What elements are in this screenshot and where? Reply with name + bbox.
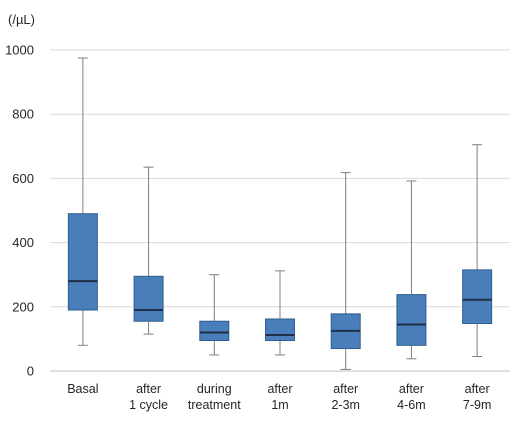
box-group-4 [265,270,295,356]
y-tick-labels: 0 200 400 600 800 1000 [5,43,34,379]
y-tick-label-0: 0 [27,364,34,379]
iqr-box [199,320,230,342]
box-group-6 [396,180,427,360]
box-group-1 [67,57,98,346]
y-unit-label: (/µL) [8,12,35,27]
x-category-label: 4-6m [397,398,425,412]
x-category-label: after [465,382,490,396]
box-group-5 [330,172,361,370]
y-tick-label-200: 200 [12,299,34,314]
x-category-label: during [197,382,232,396]
x-category-label: after [136,382,161,396]
x-category-label: after [399,382,424,396]
x-category-label: 1 cycle [129,398,168,412]
iqr-box [462,269,493,324]
x-category-label: Basal [67,382,98,396]
x-category-label: 1m [271,398,288,412]
y-tick-label-1000: 1000 [5,43,34,58]
y-tick-label-600: 600 [12,171,34,186]
y-tick-label-800: 800 [12,107,34,122]
box-group-2 [133,166,164,335]
iqr-box [265,318,295,342]
y-tick-label-400: 400 [12,235,34,250]
x-category-labels: Basal after 1 cycle during treatment after 1m a… [67,382,491,412]
x-category-label: after [267,382,292,396]
x-category-label: treatment [188,398,241,412]
grid [50,49,510,372]
x-category-label: 7-9m [463,398,491,412]
box-group-3 [199,274,230,356]
iqr-box [133,275,164,322]
iqr-box [67,213,98,311]
iqr-box [396,294,427,346]
x-category-label: 2-3m [331,398,359,412]
box-group-7 [462,144,493,358]
boxes [67,57,493,370]
x-category-label: after [333,382,358,396]
